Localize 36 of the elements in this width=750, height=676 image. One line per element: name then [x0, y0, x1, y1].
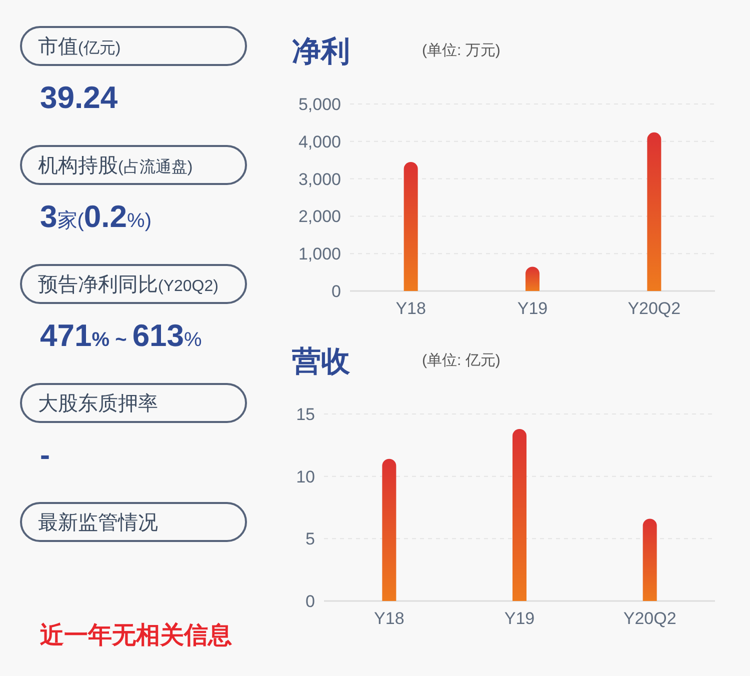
y-tick-label: 1,000 [298, 244, 341, 264]
x-tick-label: Y20Q2 [623, 609, 676, 628]
x-tick-label: Y19 [504, 609, 535, 628]
text: 近一年无相关信息 [40, 622, 232, 649]
bar [526, 266, 540, 291]
chart-subtitle: (单位: 万元) [422, 42, 500, 59]
bar [647, 132, 662, 291]
text: 预告净利同比(Y20Q2) [38, 274, 218, 296]
bar [404, 162, 418, 291]
x-tick-label: Y20Q2 [628, 299, 681, 318]
text: 大股东质押率 [38, 393, 158, 415]
text: 39.24 [40, 80, 118, 115]
y-tick-label: 3,000 [298, 170, 341, 189]
y-tick-label: 0 [306, 592, 315, 611]
y-tick-label: 5,000 [298, 95, 341, 114]
y-tick-label: 4,000 [298, 132, 341, 152]
text: 471% ~ 613% [40, 318, 202, 353]
y-tick-label: 15 [296, 405, 315, 424]
chart-subtitle: (单位: 亿元) [422, 352, 500, 369]
bar [382, 458, 396, 601]
x-tick-label: Y18 [374, 609, 404, 628]
text: - [40, 439, 50, 472]
chart-title: 净利 [292, 36, 350, 68]
y-tick-label: 10 [296, 467, 315, 486]
text: 机构持股(占流通盘) [38, 155, 193, 177]
x-tick-label: Y18 [396, 299, 426, 318]
x-tick-label: Y19 [517, 299, 548, 318]
text: 市值(亿元) [38, 36, 121, 58]
y-tick-label: 2,000 [298, 207, 341, 226]
text: 3家(0.2%) [40, 199, 152, 234]
bar [642, 518, 657, 601]
chart-title: 营收 [291, 346, 351, 378]
bar [512, 428, 526, 601]
text: 最新监管情况 [38, 512, 158, 534]
y-tick-label: 0 [332, 282, 341, 301]
y-tick-label: 5 [306, 530, 315, 549]
